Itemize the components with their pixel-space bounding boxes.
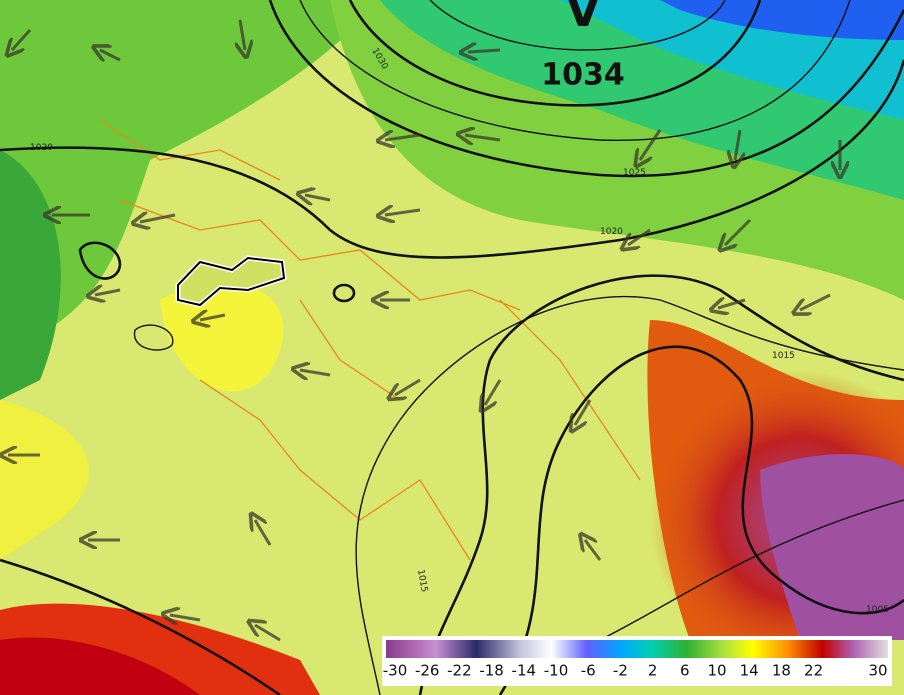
legend-label: 18 [772,662,791,680]
legend-label: 6 [680,662,690,680]
isobar-label: 1015 [772,351,795,361]
isobar-label: 1020 [30,143,53,153]
legend-label: 22 [804,662,823,680]
isobar [0,59,904,259]
wind-arrows [8,19,840,642]
isobar-label: 1015 [415,569,429,593]
isobar [418,274,904,695]
field-darkred-south [0,637,200,695]
high-pressure-letter: V [566,0,600,37]
slovakia-outline [177,256,286,307]
legend-label: -2 [613,662,628,680]
legend-labels: -30 -26 -22 -18 -14 -10 -6 -2 2 6 10 14 18 22 30 [383,662,888,680]
high-pressure-value: 1034 [541,58,625,93]
isobar-label: 1020 [600,227,623,237]
country-borders [99,119,641,561]
legend-label: -14 [512,662,537,680]
legend-label: -18 [479,662,504,680]
isobar [78,241,122,280]
legend-label: -30 [383,662,408,680]
isobar [599,499,904,641]
legend-label: 2 [648,662,658,680]
isobar [355,295,904,695]
colorbar [386,640,888,658]
field-green-west [0,0,380,350]
legend-label: 14 [740,662,759,680]
isobar [299,0,851,141]
legend-label: -6 [581,662,596,680]
isobar [0,558,281,695]
isobar [429,0,726,51]
isobar [268,0,904,178]
legend-label: 10 [707,662,726,680]
isobar [133,324,174,351]
legend-label: -10 [544,662,569,680]
isobar [498,345,904,695]
field-yellow-center [160,281,284,392]
legend-label: 30 [868,662,887,680]
isobar-label: 1025 [623,168,646,178]
legend-label: -26 [415,662,440,680]
isobar [348,0,762,107]
isobar [332,283,356,303]
legend-label: -22 [447,662,472,680]
field-yellow [0,400,89,560]
field-purple [760,454,904,640]
field-blue [660,0,904,40]
isobar-label: 1005 [866,605,889,615]
